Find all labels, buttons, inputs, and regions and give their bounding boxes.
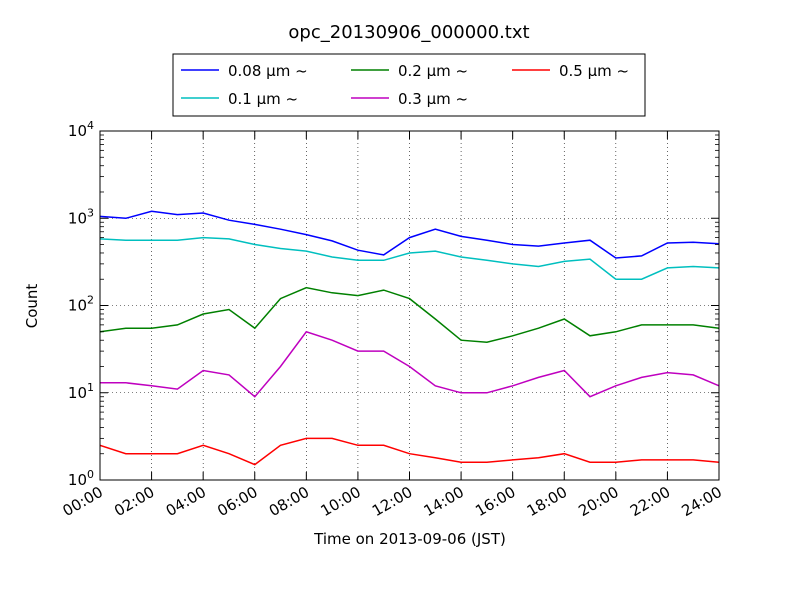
y-tick-base: 10 bbox=[68, 297, 87, 315]
y-tick-base: 10 bbox=[68, 384, 87, 402]
chart-title: opc_20130906_000000.txt bbox=[288, 22, 529, 43]
x-tick-label: 04:00 bbox=[163, 483, 209, 520]
x-tick-label: 18:00 bbox=[524, 483, 570, 520]
y-tick-label: 100 bbox=[68, 468, 94, 489]
legend-label-3: 0.3 μm ~ bbox=[398, 90, 468, 108]
x-tick-label: 06:00 bbox=[214, 483, 260, 520]
legend-label-1: 0.1 μm ~ bbox=[228, 90, 298, 108]
y-tick-base: 10 bbox=[68, 122, 87, 140]
x-tick-label: 16:00 bbox=[472, 483, 518, 520]
y-tick-label: 101 bbox=[68, 381, 94, 402]
y-axis-label: Count bbox=[23, 284, 41, 329]
x-tick-label: 02:00 bbox=[111, 483, 157, 520]
y-tick-base: 10 bbox=[68, 471, 87, 489]
series-line-1 bbox=[100, 236, 719, 280]
y-tick-label: 103 bbox=[68, 206, 94, 227]
x-tick-label: 22:00 bbox=[627, 483, 673, 520]
y-tick-exponent: 3 bbox=[87, 206, 94, 219]
series-line-0 bbox=[100, 210, 719, 259]
legend-box bbox=[172, 53, 646, 117]
y-tick-label: 104 bbox=[68, 119, 94, 140]
series-line-4 bbox=[100, 437, 719, 466]
legend: 0.08 μm ~ 0.1 μm ~ 0.2 μm ~ 0.3 μm ~ 0.5… bbox=[172, 53, 646, 117]
x-axis-label: Time on 2013-09-06 (JST) bbox=[313, 530, 506, 548]
x-tick-label: 20:00 bbox=[575, 483, 621, 520]
y-tick-base: 10 bbox=[68, 209, 87, 227]
x-tick-label: 24:00 bbox=[679, 483, 725, 520]
y-tick-exponent: 2 bbox=[87, 294, 94, 307]
series-line-2 bbox=[100, 286, 719, 343]
series-line-3 bbox=[100, 330, 719, 398]
legend-label-4: 0.5 μm ~ bbox=[559, 62, 629, 80]
x-tick-label: 08:00 bbox=[266, 483, 312, 520]
y-tick-exponent: 1 bbox=[87, 381, 94, 394]
legend-label-0: 0.08 μm ~ bbox=[228, 62, 308, 80]
y-tick-exponent: 4 bbox=[87, 119, 94, 132]
x-tick-label: 10:00 bbox=[317, 483, 363, 520]
x-tick-label: 12:00 bbox=[369, 483, 415, 520]
legend-label-2: 0.2 μm ~ bbox=[398, 62, 468, 80]
y-tick-label: 102 bbox=[68, 294, 94, 315]
x-tick-label: 14:00 bbox=[421, 483, 467, 520]
y-tick-exponent: 0 bbox=[87, 468, 94, 481]
